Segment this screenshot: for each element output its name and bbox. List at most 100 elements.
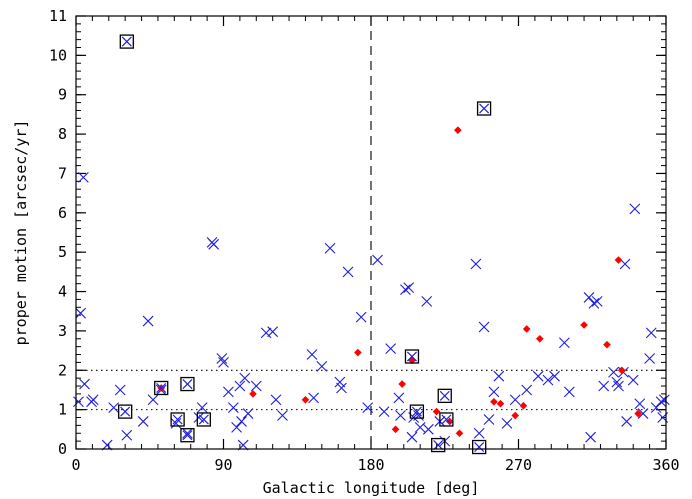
cross-point xyxy=(334,376,346,388)
y-tick-label: 10 xyxy=(49,46,67,64)
diamond-point xyxy=(455,429,464,438)
boxed-point-cross xyxy=(439,390,450,401)
cross-point xyxy=(242,408,254,419)
cross-point xyxy=(655,396,667,408)
cross-point xyxy=(372,254,383,266)
diamond-point xyxy=(490,397,498,406)
cross-point xyxy=(395,410,406,421)
cross-point xyxy=(598,380,610,392)
boxed-point-cross xyxy=(182,379,193,390)
cross-point xyxy=(658,394,670,406)
cross-point xyxy=(421,295,433,307)
cross-point xyxy=(483,414,495,425)
cross-point xyxy=(644,353,655,364)
y-tick-label: 8 xyxy=(58,125,67,143)
cross-point xyxy=(591,295,603,307)
boxed-point-box xyxy=(170,412,185,427)
diamond-point xyxy=(432,407,441,416)
cross-point xyxy=(393,392,405,404)
cross-point xyxy=(509,394,521,406)
tick-labels: 0 90 180 270 360 0 1 2 3 4 5 6 7 8 9 10 11 xyxy=(49,7,680,474)
boxed-point-box xyxy=(196,412,211,427)
diamond-point xyxy=(522,325,531,333)
y-tick-label: 6 xyxy=(58,204,67,222)
cross-point xyxy=(473,427,485,439)
x-tick-label: 0 xyxy=(71,456,80,474)
cross-point xyxy=(108,402,120,414)
boxed-point-cross xyxy=(479,103,490,114)
cross-point xyxy=(223,386,234,398)
diamond-point xyxy=(398,380,406,388)
x-tick-label: 90 xyxy=(214,456,232,474)
cross-point xyxy=(147,394,159,406)
plot-frame xyxy=(75,15,667,450)
boxed-point-cross xyxy=(156,382,167,394)
y-tick-label: 5 xyxy=(58,243,67,261)
y-tick-label: 11 xyxy=(49,7,67,25)
diamond-point xyxy=(536,334,544,343)
cross-point xyxy=(385,343,397,355)
boxed-point-box xyxy=(439,412,454,427)
cross-point xyxy=(216,353,228,364)
boxed-point-box xyxy=(472,439,487,455)
cross-point xyxy=(488,386,500,398)
boxed-point-cross xyxy=(120,406,131,417)
diamond-point xyxy=(354,348,362,357)
cross-point xyxy=(362,402,374,414)
cross-point xyxy=(196,402,208,414)
cross-point xyxy=(470,258,482,270)
cross-point xyxy=(611,376,623,388)
cross-point xyxy=(121,429,133,441)
diamond-point xyxy=(454,126,462,134)
cross-point xyxy=(521,384,533,396)
boxed-point-box xyxy=(409,404,425,419)
cross-point xyxy=(422,423,434,435)
x-tick-label: 270 xyxy=(505,456,532,474)
x-tick-label: 360 xyxy=(652,456,679,474)
x-axis-label: Galactic longitude [deg] xyxy=(263,479,480,497)
cross-point xyxy=(588,297,600,309)
cross-point xyxy=(231,421,242,433)
y-tick-label: 2 xyxy=(58,361,67,379)
boxed-point-cross xyxy=(411,406,422,417)
boxed-point-cross xyxy=(172,414,183,425)
cross-point xyxy=(336,382,347,394)
data-points xyxy=(73,34,670,455)
boxed-point-cross xyxy=(121,36,132,47)
cross-point xyxy=(619,258,631,270)
diamond-point xyxy=(634,409,642,418)
cross-point xyxy=(400,284,411,295)
cross-point xyxy=(585,431,596,443)
cross-point xyxy=(493,370,505,382)
boxed-point-box xyxy=(404,349,420,364)
cross-point xyxy=(478,321,490,333)
cross-point xyxy=(250,380,262,392)
diamond-point xyxy=(249,390,257,398)
cross-point xyxy=(87,394,99,406)
cross-point xyxy=(634,398,646,410)
cross-point xyxy=(114,384,126,396)
cross-point xyxy=(613,380,624,392)
cross-point xyxy=(277,410,288,421)
cross-point xyxy=(101,439,113,451)
cross-point xyxy=(583,292,595,303)
cross-point xyxy=(563,386,575,398)
diamond-point xyxy=(496,399,505,408)
cross-point xyxy=(234,380,246,392)
boxed-point-cross xyxy=(474,442,485,453)
diamond-point xyxy=(580,321,588,329)
y-tick-label: 4 xyxy=(58,283,67,301)
cross-point xyxy=(227,402,239,414)
y-tick-label: 0 xyxy=(58,440,67,458)
diamond-point xyxy=(511,411,520,420)
cross-point xyxy=(549,370,560,382)
boxed-point-box xyxy=(118,404,133,419)
cross-point xyxy=(239,372,251,384)
boxed-point-cross xyxy=(433,440,444,451)
cross-point xyxy=(236,416,247,427)
cross-point xyxy=(270,394,282,406)
diamond-point xyxy=(301,395,310,404)
boxed-point-cross xyxy=(441,414,452,425)
cross-point xyxy=(645,327,657,339)
